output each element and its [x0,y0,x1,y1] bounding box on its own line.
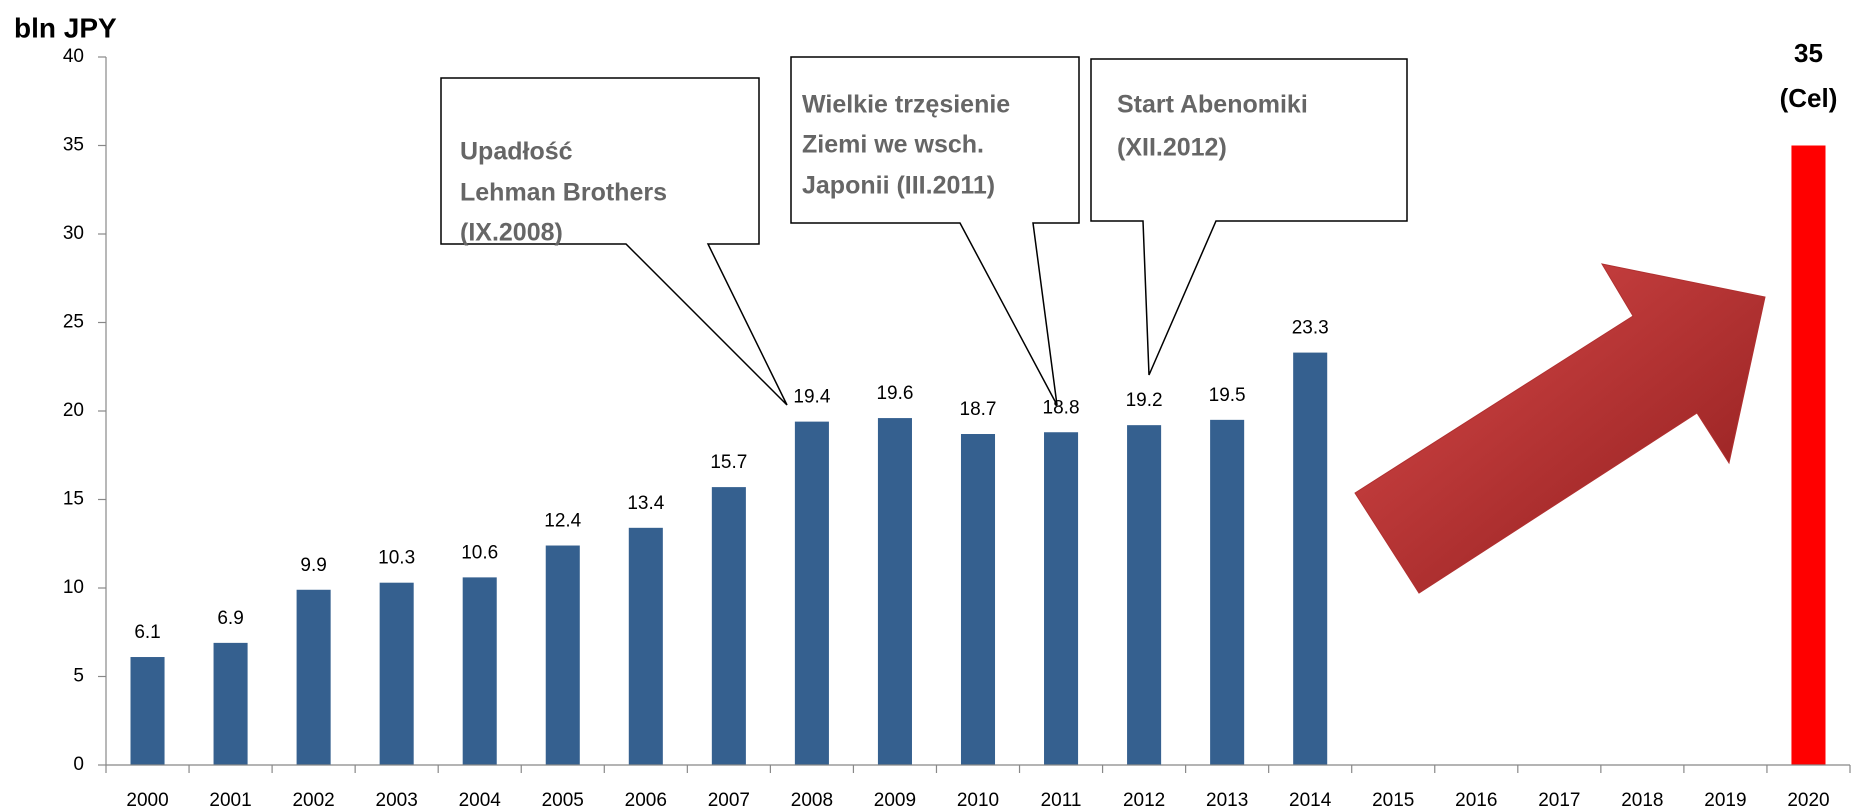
value-label: 19.6 [876,383,913,404]
x-tick-label: 2017 [1538,790,1580,811]
y-axis-label: bln JPY [14,12,117,43]
y-tick-label: 35 [63,135,84,156]
callout-text: Start Abenomiki [1117,91,1308,119]
x-tick-label: 2002 [292,790,334,811]
x-tick-label: 2019 [1704,790,1746,811]
y-tick-label: 25 [63,312,84,333]
y-tick-label: 0 [73,754,84,775]
x-tick-label: 2005 [542,790,584,811]
callout-text: Japonii (III.2011) [802,172,995,200]
bar [795,422,829,765]
y-tick-label: 15 [63,489,84,510]
x-tick-label: 2010 [957,790,999,811]
bar [629,528,663,765]
value-label: 10.6 [461,542,498,563]
value-label: 19.5 [1209,385,1246,406]
target-note: (Cel) [1780,83,1838,113]
value-label: 13.4 [627,493,664,514]
chart: bln JPY 6.1 6.9 9.9 10.3 10.6 12.4 13.4 15.7 19.… [0,0,1851,812]
y-tick-label: 5 [73,666,84,687]
x-tick-label: 2007 [708,790,750,811]
bar [1293,353,1327,765]
x-tick-label: 2018 [1621,790,1663,811]
x-tick-label: 2003 [376,790,418,811]
y-tick-label: 10 [63,577,84,598]
value-label: 10.3 [378,548,415,569]
bar [130,657,164,765]
bar [1127,425,1161,765]
value-label: 15.7 [710,452,747,473]
callout-text: (IX.2008) [460,219,563,247]
value-label: 12.4 [544,511,581,532]
value-label: 35 [1794,38,1823,68]
value-label: 6.9 [217,608,243,629]
bar [878,418,912,765]
value-label: 19.2 [1126,390,1163,411]
x-tick-label: 2015 [1372,790,1414,811]
x-tick-label: 2000 [126,790,168,811]
y-tick-label: 40 [63,46,84,67]
bar [380,583,414,765]
x-tick-label: 2020 [1787,790,1829,811]
x-tick-label: 2009 [874,790,916,811]
growth-arrow [1355,264,1765,593]
value-label: 9.9 [300,555,326,576]
x-tick-label: 2014 [1289,790,1332,811]
x-tick-label: 2001 [209,790,251,811]
callout-text: (XII.2012) [1117,134,1227,162]
x-tick-label: 2016 [1455,790,1497,811]
bar [214,643,248,765]
x-tick-label: 2011 [1041,790,1082,811]
x-tick-label: 2004 [459,790,502,811]
bar [1210,420,1244,765]
bar [297,590,331,765]
x-tick-label: 2006 [625,790,667,811]
bar [1791,146,1825,766]
callout-text: Ziemi we wsch. [802,131,984,159]
value-label: 18.7 [960,399,997,420]
callout-text: Upadłość [460,138,573,166]
x-tick-label: 2013 [1206,790,1248,811]
bar [546,546,580,765]
bar [463,577,497,765]
bar [712,487,746,765]
bar [1044,432,1078,765]
callout-text: Lehman Brothers [460,179,667,207]
x-tick-label: 2008 [791,790,833,811]
value-label: 23.3 [1292,318,1329,339]
y-tick-label: 20 [63,400,84,421]
value-label: 19.4 [793,387,830,408]
value-label: 18.8 [1043,397,1080,418]
bar [961,434,995,765]
value-label: 6.1 [134,622,160,643]
x-tick-label: 2012 [1123,790,1165,811]
y-tick-label: 30 [63,223,84,244]
callout-text: Wielkie trzęsienie [802,91,1010,119]
